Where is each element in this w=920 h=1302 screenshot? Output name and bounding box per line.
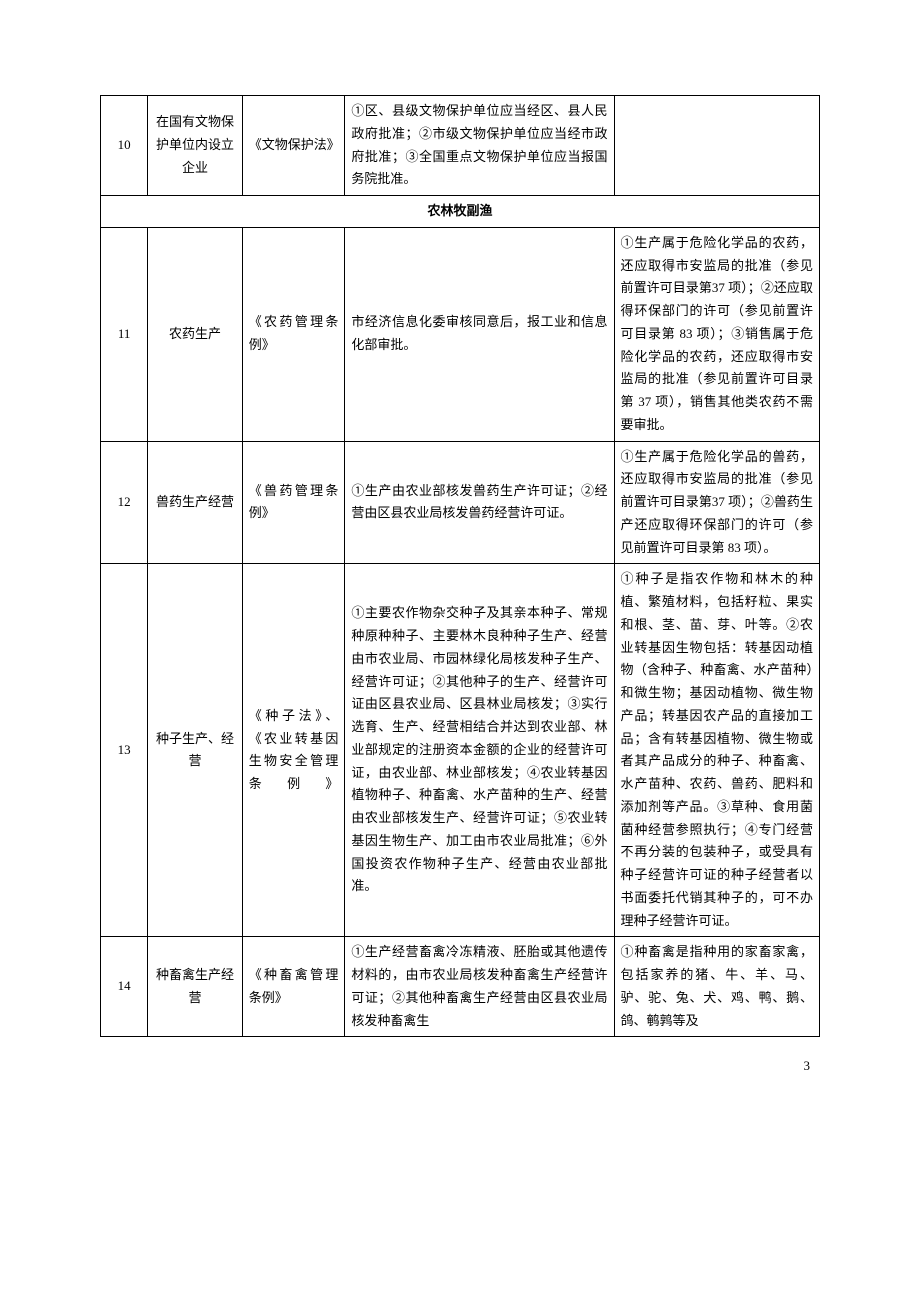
section-header: 农林牧副渔 [101, 196, 820, 228]
cell-num: 13 [101, 564, 148, 937]
table-row: 13 种子生产、经营 《种子法》、《农业转基因生物安全管理条例》 ①主要农作物杂… [101, 564, 820, 937]
cell-name: 种子生产、经营 [148, 564, 242, 937]
cell-law: 《种子法》、《农业转基因生物安全管理条例》 [242, 564, 345, 937]
cell-law: 《文物保护法》 [242, 96, 345, 196]
cell-desc: ①主要农作物杂交种子及其亲本种子、常规种原种种子、主要林木良种种子生产、经营由市… [345, 564, 614, 937]
cell-num: 12 [101, 441, 148, 564]
cell-note: ①种畜禽是指种用的家畜家禽，包括家养的猪、牛、羊、马、驴、驼、兔、犬、鸡、鸭、鹅… [614, 937, 819, 1037]
cell-desc: 市经济信息化委审核同意后，报工业和信息化部审批。 [345, 227, 614, 441]
table-row: 12 兽药生产经营 《兽药管理条例》 ①生产由农业部核发兽药生产许可证；②经营由… [101, 441, 820, 564]
cell-name: 在国有文物保护单位内设立企业 [148, 96, 242, 196]
cell-desc: ①区、县级文物保护单位应当经区、县人民政府批准；②市级文物保护单位应当经市政府批… [345, 96, 614, 196]
cell-law: 《兽药管理条例》 [242, 441, 345, 564]
cell-name: 种畜禽生产经营 [148, 937, 242, 1037]
cell-note: ①生产属于危险化学品的农药，还应取得市安监局的批准（参见前置许可目录第37 项）… [614, 227, 819, 441]
regulation-table: 10 在国有文物保护单位内设立企业 《文物保护法》 ①区、县级文物保护单位应当经… [100, 95, 820, 1037]
cell-desc: ①生产由农业部核发兽药生产许可证；②经营由区县农业局核发兽药经营许可证。 [345, 441, 614, 564]
cell-note: ①生产属于危险化学品的兽药，还应取得市安监局的批准（参见前置许可目录第37 项）… [614, 441, 819, 564]
cell-num: 11 [101, 227, 148, 441]
cell-law: 《农药管理条例》 [242, 227, 345, 441]
table-row: 10 在国有文物保护单位内设立企业 《文物保护法》 ①区、县级文物保护单位应当经… [101, 96, 820, 196]
table-row: 11 农药生产 《农药管理条例》 市经济信息化委审核同意后，报工业和信息化部审批… [101, 227, 820, 441]
cell-num: 14 [101, 937, 148, 1037]
cell-law: 《种畜禽管理条例》 [242, 937, 345, 1037]
page-number: 3 [100, 1055, 820, 1078]
cell-name: 兽药生产经营 [148, 441, 242, 564]
cell-note [614, 96, 819, 196]
cell-desc: ①生产经营畜禽冷冻精液、胚胎或其他遗传材料的，由市农业局核发种畜禽生产经营许可证… [345, 937, 614, 1037]
cell-num: 10 [101, 96, 148, 196]
section-header-row: 农林牧副渔 [101, 196, 820, 228]
cell-note: ①种子是指农作物和林木的种植、繁殖材料，包括籽粒、果实和根、茎、苗、芽、叶等。②… [614, 564, 819, 937]
table-row: 14 种畜禽生产经营 《种畜禽管理条例》 ①生产经营畜禽冷冻精液、胚胎或其他遗传… [101, 937, 820, 1037]
cell-name: 农药生产 [148, 227, 242, 441]
